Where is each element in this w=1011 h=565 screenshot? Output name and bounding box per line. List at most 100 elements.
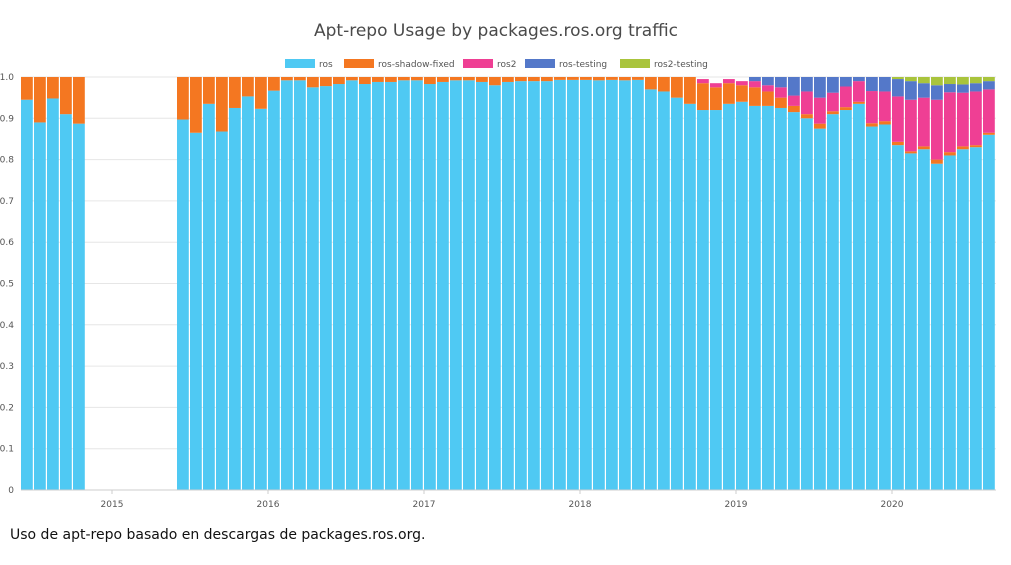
bar-segment-ros-shadow-fixed	[359, 77, 371, 85]
bar-segment-ros	[385, 81, 397, 491]
bar-segment-ros-shadow-fixed	[411, 77, 423, 81]
bar-segment-ros-shadow-fixed	[476, 77, 488, 82]
bar-segment-ros-shadow-fixed	[905, 151, 917, 154]
bar-segment-ros-shadow-fixed	[853, 101, 865, 104]
bar-segment-ros	[541, 81, 553, 490]
bar-segment-ros-shadow-fixed	[801, 114, 813, 119]
bar-segment-ros	[827, 114, 839, 491]
bar-segment-ros	[814, 128, 826, 491]
bar-segment-ros-shadow-fixed	[385, 77, 397, 82]
bar-segment-ros-testing	[944, 84, 956, 93]
bar-segment-ros-shadow-fixed	[346, 77, 358, 81]
bar-segment-ros2	[879, 91, 891, 122]
bar-segment-ros2-testing	[918, 77, 930, 84]
y-tick-label: 0.6	[0, 238, 14, 248]
bar-segment-ros-shadow-fixed	[528, 77, 540, 82]
y-tick-label: 1.0	[0, 73, 14, 83]
bar-segment-ros	[684, 103, 696, 490]
bar-segment-ros-shadow-fixed	[437, 77, 449, 82]
bar-segment-ros	[411, 80, 423, 491]
bar-segment-ros	[320, 86, 332, 490]
bar-segment-ros-shadow-fixed	[814, 123, 826, 129]
bar-segment-ros	[593, 80, 605, 491]
bar-segment-ros	[801, 118, 813, 491]
bar-segment-ros	[437, 81, 449, 491]
bar-segment-ros	[307, 87, 319, 490]
bar-segment-ros-shadow-fixed	[294, 77, 306, 81]
bar-segment-ros	[918, 149, 930, 490]
bar-segment-ros2	[970, 91, 982, 146]
bar-segment-ros	[931, 163, 943, 491]
bar-segment-ros	[268, 90, 280, 490]
legend-swatch-ros-testing	[525, 59, 555, 68]
bar-segment-ros	[840, 110, 852, 490]
bar-segment-ros-shadow-fixed	[606, 77, 618, 80]
legend-swatch-ros-shadow-fixed	[344, 59, 374, 68]
x-tick-label: 2020	[881, 500, 904, 510]
bar-segment-ros2-testing	[931, 77, 943, 86]
bar-segment-ros	[372, 81, 384, 491]
bar-segment-ros2	[918, 97, 930, 147]
legend-swatch-ros	[285, 59, 315, 68]
bar-segment-ros2	[749, 81, 761, 88]
bar-segment-ros2-testing	[892, 77, 904, 80]
bar-segment-ros-shadow-fixed	[970, 145, 982, 148]
y-tick-label: 0.7	[0, 197, 14, 207]
bar-segment-ros2-testing	[944, 77, 956, 85]
chart-bars	[21, 77, 995, 491]
bar-segment-ros	[723, 103, 735, 490]
bar-segment-ros-testing	[840, 77, 852, 87]
bar-segment-ros	[47, 98, 59, 490]
bar-segment-ros-shadow-fixed	[580, 77, 592, 80]
bar-segment-ros2	[788, 95, 800, 106]
bar-segment-ros2-testing	[957, 77, 969, 85]
bar-segment-ros2	[853, 81, 865, 102]
y-tick-label: 0.5	[0, 280, 14, 290]
bar-segment-ros-shadow-fixed	[684, 77, 696, 104]
legend-swatch-ros2-testing	[620, 59, 650, 68]
bar-segment-ros	[450, 80, 462, 491]
bar-segment-ros	[216, 131, 228, 490]
bar-segment-ros-shadow-fixed	[827, 111, 839, 115]
bar-segment-ros-testing	[892, 79, 904, 97]
bar-segment-ros-testing	[801, 77, 813, 92]
bar-segment-ros-shadow-fixed	[515, 77, 527, 82]
bar-segment-ros-testing	[905, 81, 917, 100]
bar-segment-ros-shadow-fixed	[723, 83, 735, 104]
bar-segment-ros	[21, 99, 33, 490]
bar-segment-ros2	[840, 86, 852, 108]
bar-segment-ros-testing	[866, 77, 878, 92]
bar-segment-ros	[515, 81, 527, 490]
bar-segment-ros-shadow-fixed	[229, 77, 241, 108]
bar-segment-ros-testing	[762, 77, 774, 86]
legend-label-ros-testing: ros-testing	[559, 60, 607, 70]
y-tick-label: 0	[8, 486, 14, 496]
bar-segment-ros	[359, 84, 371, 491]
bar-segment-ros-shadow-fixed	[658, 77, 670, 92]
bar-segment-ros-shadow-fixed	[736, 85, 748, 102]
bar-segment-ros	[749, 105, 761, 490]
bar-segment-ros	[567, 79, 579, 490]
bar-segment-ros	[346, 80, 358, 491]
bar-segment-ros2-testing	[983, 77, 995, 82]
bar-segment-ros2	[710, 83, 722, 88]
bar-segment-ros	[424, 84, 436, 491]
bar-segment-ros-testing	[788, 77, 800, 96]
bar-segment-ros	[203, 103, 215, 490]
stacked-bar-chart: Apt-repo Usage by packages.ros.org traff…	[0, 21, 996, 510]
bar-segment-ros-shadow-fixed	[918, 146, 930, 150]
bar-segment-ros	[229, 107, 241, 490]
figure-caption: Uso de apt-repo basado en descargas de p…	[10, 527, 426, 543]
bar-segment-ros-shadow-fixed	[203, 77, 215, 104]
legend-swatch-ros2	[463, 59, 493, 68]
bar-segment-ros-shadow-fixed	[398, 77, 410, 81]
bar-segment-ros	[632, 79, 644, 490]
bar-segment-ros-testing	[918, 83, 930, 98]
bar-segment-ros	[697, 110, 709, 490]
bar-segment-ros	[905, 153, 917, 490]
bar-segment-ros	[281, 80, 293, 491]
bar-segment-ros	[671, 97, 683, 491]
bar-segment-ros2	[931, 99, 943, 160]
x-tick-label: 2019	[725, 500, 748, 510]
bar-segment-ros2	[866, 91, 878, 124]
